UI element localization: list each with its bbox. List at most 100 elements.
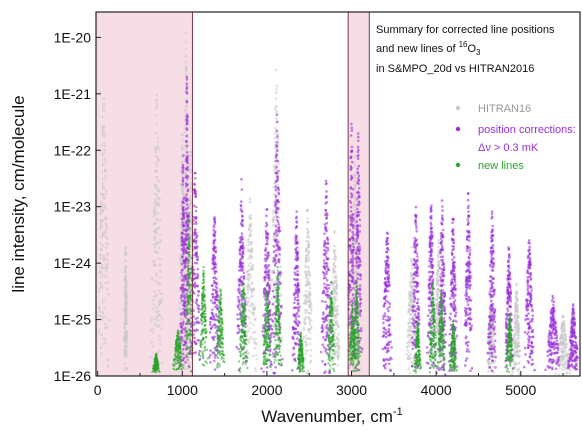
data-point	[325, 283, 329, 287]
data-point	[560, 329, 564, 333]
data-point	[387, 266, 390, 270]
data-point	[333, 302, 337, 305]
data-point	[193, 230, 197, 234]
data-point	[183, 144, 187, 147]
data-point	[386, 256, 389, 259]
data-point	[333, 331, 337, 335]
data-point	[269, 348, 272, 351]
data-point	[356, 181, 359, 185]
data-point	[241, 252, 245, 256]
data-point	[154, 146, 157, 150]
data-point	[297, 288, 301, 292]
data-point	[294, 359, 297, 363]
data-point	[104, 217, 108, 220]
data-point	[247, 241, 251, 244]
data-point	[152, 243, 156, 246]
data-point	[240, 188, 244, 191]
data-point	[309, 293, 313, 297]
data-point	[185, 140, 188, 143]
data-point	[182, 198, 185, 201]
data-point	[306, 239, 310, 243]
data-point	[275, 144, 279, 147]
data-point	[185, 164, 188, 167]
data-point	[190, 321, 193, 325]
data-point	[516, 313, 520, 317]
data-point	[437, 256, 440, 259]
data-point	[211, 301, 215, 305]
data-point	[325, 182, 328, 185]
data-point	[355, 214, 359, 218]
data-point	[240, 219, 244, 223]
data-point	[212, 253, 216, 257]
data-point	[334, 354, 337, 357]
data-point	[352, 286, 355, 290]
data-point	[274, 366, 278, 369]
data-point	[184, 257, 188, 261]
data-point	[412, 318, 415, 322]
data-point	[265, 242, 268, 246]
shaded-region-0	[96, 12, 193, 376]
data-point	[194, 205, 198, 209]
data-point	[152, 290, 156, 293]
data-point	[213, 272, 217, 275]
data-point	[449, 297, 452, 300]
data-point	[151, 331, 155, 334]
data-point	[336, 323, 339, 327]
data-point	[184, 232, 187, 236]
data-point	[307, 277, 310, 281]
data-point	[512, 329, 516, 332]
data-point	[157, 204, 161, 207]
data-point	[437, 238, 440, 242]
data-point	[246, 300, 249, 304]
data-point	[386, 315, 390, 319]
data-point	[383, 359, 386, 362]
data-point	[411, 347, 415, 351]
data-point	[431, 270, 435, 274]
data-point	[304, 356, 307, 360]
data-point	[333, 295, 336, 298]
data-point	[265, 231, 268, 235]
data-point	[274, 188, 278, 191]
data-point	[276, 120, 279, 124]
data-point	[413, 294, 416, 298]
data-point	[102, 196, 105, 199]
data-point	[100, 219, 103, 223]
data-point	[297, 284, 300, 288]
data-point	[435, 298, 438, 302]
data-point	[467, 350, 471, 353]
data-point	[326, 213, 329, 216]
data-point	[437, 240, 441, 244]
data-point	[275, 68, 278, 72]
data-point	[192, 309, 195, 312]
data-point	[180, 264, 183, 268]
data-point	[97, 329, 101, 332]
data-point	[261, 334, 265, 337]
data-point	[437, 262, 441, 265]
data-point	[153, 186, 157, 190]
data-point	[156, 350, 160, 354]
data-point	[430, 236, 433, 239]
data-point	[515, 308, 519, 311]
data-point	[281, 336, 284, 339]
data-point	[336, 313, 340, 316]
data-point	[412, 323, 415, 326]
data-point	[465, 289, 468, 292]
data-point	[214, 356, 217, 359]
data-point	[303, 340, 307, 344]
data-point	[487, 370, 490, 374]
data-point	[179, 257, 183, 261]
data-point	[385, 239, 389, 242]
data-point	[123, 278, 127, 281]
data-point	[358, 218, 362, 222]
data-point	[181, 171, 185, 174]
data-point	[358, 245, 362, 248]
data-point	[386, 307, 389, 311]
data-point	[451, 238, 455, 241]
data-point	[263, 287, 267, 291]
data-point	[360, 350, 363, 354]
data-point	[335, 307, 338, 311]
data-point	[356, 224, 360, 227]
data-point	[263, 303, 267, 307]
data-point	[100, 248, 103, 251]
data-point	[101, 115, 105, 119]
